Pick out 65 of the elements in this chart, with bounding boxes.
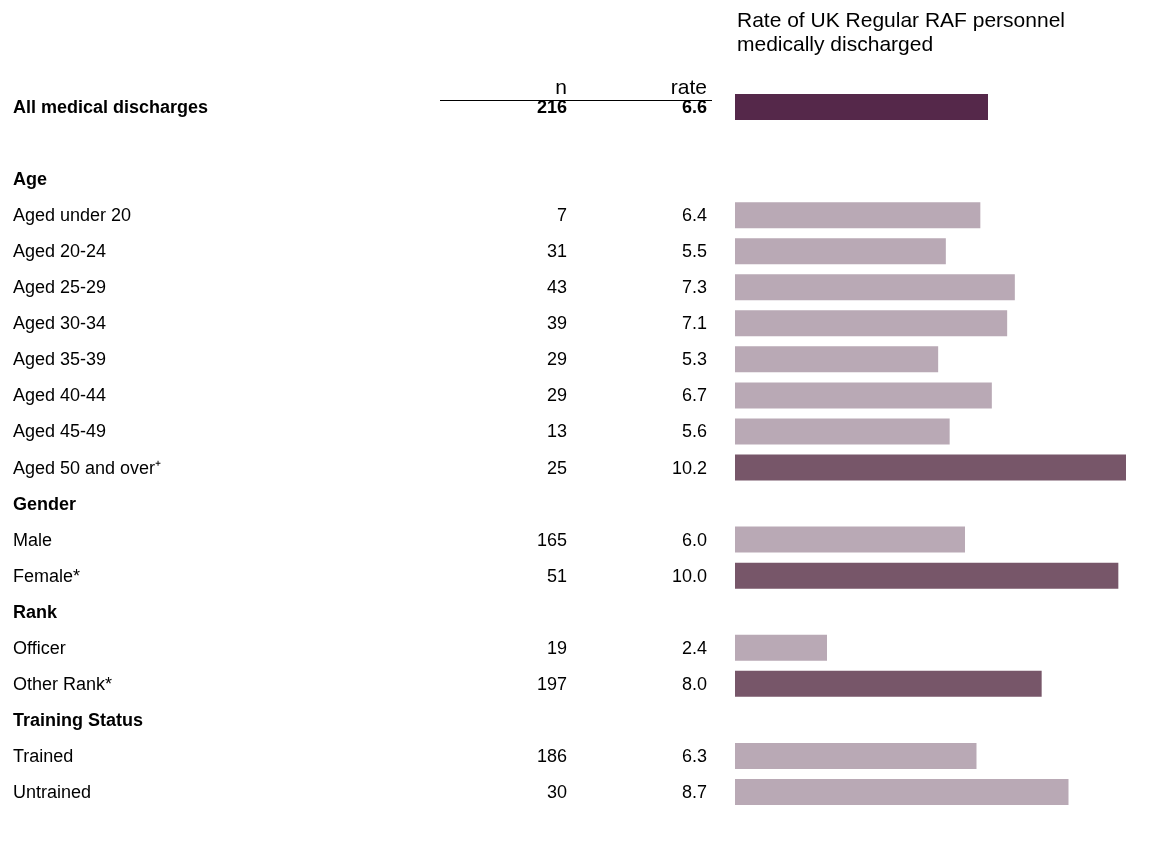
data-label: 8.7	[681, 781, 707, 802]
data-label: 6.0	[681, 529, 707, 550]
bar	[735, 418, 950, 445]
data-label: 5.6	[681, 421, 707, 442]
bar	[735, 274, 1015, 301]
y-tick-label: Training Status	[13, 709, 144, 730]
text: rate	[669, 75, 707, 99]
text: n	[554, 75, 567, 99]
y-tick-label: Aged 30-34	[13, 313, 107, 334]
y-tick-label: All medical discharges	[13, 97, 209, 118]
text: 30	[546, 781, 567, 802]
data-label: 8.0	[681, 673, 707, 694]
bar	[735, 526, 965, 553]
text: 29	[546, 385, 567, 406]
bar	[735, 346, 939, 373]
text: 39	[546, 313, 567, 334]
y-tick-label: Untrained	[13, 781, 92, 802]
y-tick-label: Aged 40-44	[13, 385, 107, 406]
text: 165	[536, 529, 567, 550]
bar	[735, 778, 1069, 805]
text: 29	[546, 349, 567, 370]
text: 43	[546, 277, 567, 298]
y-tick-label: Female*	[13, 565, 81, 586]
chart-title: Rate of UK Regular RAF personnel medically discharged	[737, 8, 1066, 56]
data-label: 5.3	[681, 349, 707, 370]
data-label: 6.4	[681, 205, 707, 226]
text: 197	[536, 673, 567, 694]
data-label: 6.7	[681, 385, 707, 406]
y-tick-label: Rank	[13, 601, 58, 622]
bar	[735, 742, 977, 769]
y-tick-label: Officer	[13, 637, 66, 658]
bar	[735, 634, 827, 661]
y-tick-label: Gender	[13, 493, 77, 514]
y-tick-label: Aged under 20	[13, 205, 132, 226]
text: 7	[556, 205, 567, 226]
y-tick-label: Aged 35-39	[13, 349, 107, 370]
y-tick-label: Aged 25-29	[13, 277, 107, 298]
bar	[735, 310, 1008, 337]
data-label: 5.5	[681, 241, 707, 262]
data-label: 2.4	[681, 637, 707, 658]
bar	[735, 238, 946, 265]
bar	[735, 454, 1126, 481]
bar	[735, 562, 1119, 589]
text: 186	[536, 745, 567, 766]
bar	[735, 202, 981, 229]
text: 51	[546, 565, 567, 586]
bar	[735, 670, 1042, 697]
data-label: 7.3	[681, 277, 707, 298]
y-tick-label: Age	[13, 169, 48, 190]
data-label: 6.3	[681, 745, 707, 766]
text: 25	[546, 457, 567, 478]
y-tick-label: Trained	[13, 745, 74, 766]
y-tick-label: Male	[13, 529, 53, 550]
y-tick-label: Other Rank*	[13, 673, 113, 694]
y-tick-label: Aged 45-49	[13, 421, 107, 442]
data-label: 7.1	[681, 313, 707, 334]
bar	[735, 382, 992, 409]
data-label: 10.0	[671, 565, 707, 586]
data-label: 10.2	[671, 457, 707, 478]
bar	[735, 94, 988, 120]
text: 31	[546, 241, 567, 262]
y-tick-label: Aged 20-24	[13, 241, 107, 262]
y-tick-label: Aged 50 and over⁺	[13, 457, 162, 478]
text: 19	[546, 637, 567, 658]
text: 13	[546, 421, 567, 442]
